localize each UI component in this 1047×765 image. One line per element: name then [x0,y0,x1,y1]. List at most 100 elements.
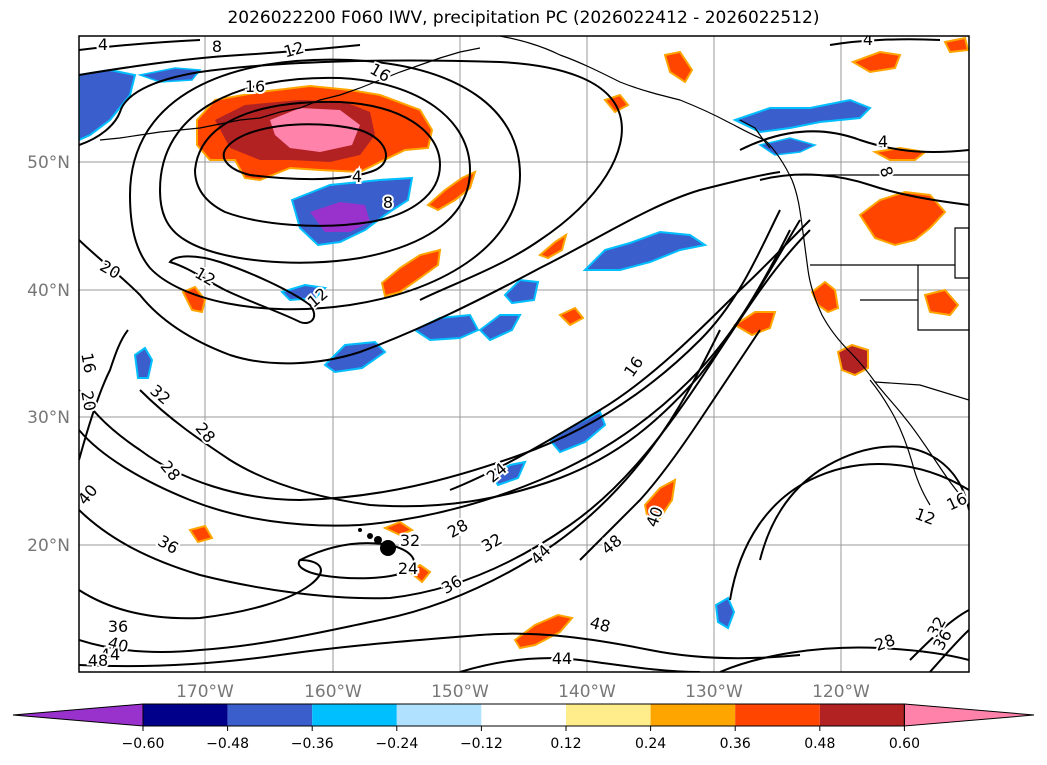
contour-label-16-low: 16 [245,77,265,96]
precip-negative-strip-nw [137,67,202,83]
lon-label-170w: 170°W [176,682,234,702]
contour-label-8-low: 8 [383,193,393,212]
colorbar-tick-label: −0.36 [291,736,334,752]
contour-8-nw [79,44,361,76]
contour-label-36-bottomleft: 36 [108,617,128,636]
contour-44-south [459,657,701,672]
contour-4-ne [829,38,941,46]
lon-label-150w: 150°W [431,682,489,702]
precip-positive-blob-c10 [382,520,415,537]
contour-label-32-hawaii: 32 [400,531,420,550]
contour-36-east [929,629,969,672]
contour-label-24-hawaii: 24 [398,559,418,578]
border-states-1 [810,264,969,331]
precip-positive-blob-c6 [643,478,677,522]
precip-positive-blob-c1 [380,248,442,298]
precip-negative-blob-c3 [478,314,522,342]
precip-negative-blob-coast [732,98,872,134]
precip-negative-corner [79,68,137,142]
contour-36 [79,229,811,600]
colorbar: −0.60 −0.48 −0.36 −0.24 −0.12 0.12 0.24 0.36 0.4… [12,703,1035,752]
contour-40 [79,559,322,620]
colorbar-tick-label: −0.60 [122,736,165,752]
colorbar-segment [650,704,736,726]
contour-48-mid [579,329,761,561]
contour-hawaii-loop [297,542,415,580]
map-title: 2026022200 F060 IWV, precipitation PC (2… [227,8,820,28]
precip-positive-blob-rockies2 [923,288,960,317]
colorbar-tick-label: 0.36 [720,736,751,752]
contour-label-16-edge: 16 [77,351,99,374]
precip-positive-blob-coast2 [836,343,869,377]
colorbar-segment [143,704,228,726]
precip-positive-blob-c8 [558,306,585,327]
contour-8-low [193,100,442,227]
island-kauai [358,528,362,532]
contour-12-west [168,255,316,324]
island-oahu [367,533,373,539]
contour-12-low [158,76,472,264]
precip-positive-blob-c9 [188,524,214,544]
coastlines [99,36,969,506]
precip-positive-blob-c3 [538,232,568,260]
contour-20b [79,329,129,461]
contour-label-4-nw: 4 [98,35,108,54]
colorbar-tick-label: 0.24 [635,736,666,752]
lat-label-30n: 30°N [27,408,70,428]
precip-positive-blob-c11 [408,563,432,584]
contour-32-east [909,609,969,661]
iwv-contours [79,38,969,672]
colorbar-tick-label: −0.48 [206,736,249,752]
precip-positive-blob-c7 [513,613,574,650]
contour-28 [79,229,791,527]
colorbar-segment [396,704,482,726]
lat-label-50n: 50°N [27,153,70,173]
coastline-alaska [499,36,766,141]
lon-label-140w: 140°W [558,682,616,702]
colorbar-tick-label: −0.24 [375,736,418,752]
colorbar-segment [819,704,905,726]
lon-label-120w: 120°W [812,682,870,702]
precip-negative-blob-c9 [133,346,154,379]
contour-24 [79,209,781,502]
precip-negative-blob-c1 [323,340,387,374]
colorbar-segment [312,704,397,726]
precip-positive-blob-c2 [426,170,477,212]
colorbar-segment [735,704,820,726]
colorbar-extend-high [903,703,1035,727]
lon-label-130w: 130°W [685,682,743,702]
precip-positive-blob-c5 [733,311,777,337]
contour-8-coast [759,173,969,206]
precip-positive-blob-ne2 [943,36,969,54]
contour-4-low [222,123,387,181]
contour-label-20-edge: 20 [77,389,99,412]
border-states-2 [954,227,969,279]
lat-label-40n: 40°N [27,281,70,301]
contour-44 [79,329,721,653]
precip-negative-blob-c8 [280,283,328,302]
lat-label-20n: 20°N [27,536,70,556]
contour-label-4-ne: 4 [863,30,873,49]
colorbar-extend-low [12,703,144,727]
colorbar-segment [481,704,566,726]
colorbar-tick-label: 0.60 [889,736,920,752]
colorbar-segment [227,704,313,726]
contour-16-mid [449,219,811,491]
contour-16-east [729,462,969,601]
colorbar-segment [566,704,651,726]
precip-positive-blob-rockies [858,190,947,247]
contour-label-48-bottomleft: 48 [88,651,108,670]
map-frame [78,35,970,673]
island-maui [374,536,382,544]
coastline-westcoast [764,139,969,506]
border-mexico [874,381,969,401]
coastline-islands-bc [739,119,771,149]
contour-label-4-coast: 4 [878,132,888,151]
precip-positive-blob-alaska [663,50,694,84]
contour-label-44-south: 44 [552,649,572,668]
precip-negative-blob-c5 [582,230,708,271]
graticule [79,36,969,672]
contour-label-8-north: 8 [212,37,222,56]
